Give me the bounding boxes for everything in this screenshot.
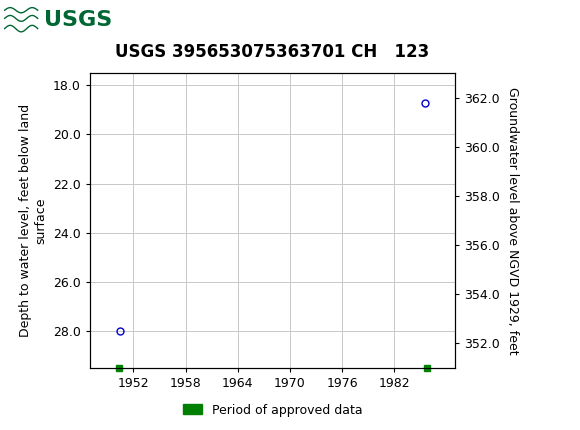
Text: USGS: USGS <box>44 10 112 31</box>
Bar <box>3 3 78 37</box>
Y-axis label: Depth to water level, feet below land
surface: Depth to water level, feet below land su… <box>20 104 48 337</box>
Text: USGS 395653075363701 CH   123: USGS 395653075363701 CH 123 <box>115 43 430 61</box>
Legend: Period of approved data: Period of approved data <box>178 399 367 421</box>
Y-axis label: Groundwater level above NGVD 1929, feet: Groundwater level above NGVD 1929, feet <box>506 86 519 354</box>
